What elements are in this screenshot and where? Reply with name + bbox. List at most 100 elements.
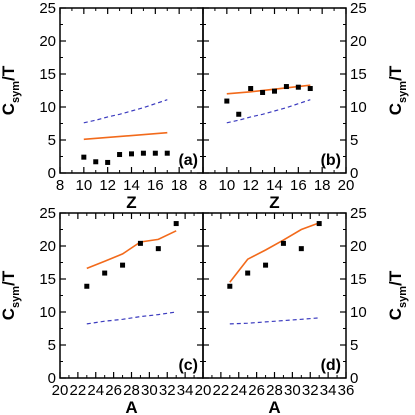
x-tick-label: 20 <box>338 177 355 194</box>
x-tick-label: 34 <box>177 382 194 399</box>
data-point <box>164 150 170 156</box>
y-tick-label: 0 <box>48 165 56 182</box>
data-point <box>298 246 304 252</box>
x-tick-label: 22 <box>213 382 230 399</box>
x-tick-label: 36 <box>338 382 355 399</box>
x-tick-label: 32 <box>159 382 176 399</box>
solid-line-series <box>229 222 320 283</box>
data-point <box>152 150 158 156</box>
x-tick-label: 14 <box>266 177 283 194</box>
data-point <box>84 283 90 289</box>
y-axis-title: Csym/T <box>386 270 409 320</box>
data-point <box>117 152 123 158</box>
x-tick-label: 26 <box>105 382 122 399</box>
y-tick-label: 5 <box>350 132 358 149</box>
x-tick-label: 28 <box>266 382 283 399</box>
dashed-line-series <box>83 99 168 124</box>
x-tick-label: 20 <box>195 382 212 399</box>
x-tick-label: 30 <box>284 382 301 399</box>
x-tick-label: 12 <box>242 177 259 194</box>
data-point <box>307 86 313 92</box>
solid-line-series <box>86 230 177 270</box>
x-tick-label: 8 <box>56 177 64 194</box>
data-point <box>140 150 146 156</box>
y-tick-label: 0 <box>350 370 358 387</box>
data-point <box>236 111 242 117</box>
x-tick-label: 24 <box>230 382 247 399</box>
data-point <box>224 98 230 104</box>
data-point <box>283 84 289 90</box>
y-tick-label: 25 <box>39 205 56 222</box>
data-point <box>295 84 301 90</box>
y-tick-label: 15 <box>350 271 367 288</box>
y-axis-title: Csym/T <box>0 65 22 115</box>
panel-label: (a) <box>178 152 198 169</box>
data-point <box>263 262 269 268</box>
x-tick-label: 12 <box>99 177 116 194</box>
plot-frame <box>202 212 347 379</box>
y-tick-label: 10 <box>350 99 367 116</box>
data-point <box>105 159 111 165</box>
x-tick-label: 18 <box>314 177 331 194</box>
y-tick-label: 15 <box>39 66 56 83</box>
x-tick-label: 34 <box>320 382 337 399</box>
y-tick-label: 15 <box>350 66 367 83</box>
dashed-line-series <box>229 317 320 325</box>
x-axis-title: Z <box>269 193 279 212</box>
data-point <box>272 88 277 94</box>
plot-frame <box>59 7 204 174</box>
data-point <box>248 86 254 92</box>
y-tick-label: 5 <box>48 132 56 149</box>
y-tick-label: 15 <box>39 271 56 288</box>
x-tick-label: 10 <box>218 177 235 194</box>
dashed-line-series <box>226 99 311 124</box>
x-tick-label: 16 <box>290 177 307 194</box>
data-point <box>120 262 126 268</box>
y-tick-label: 5 <box>350 337 358 354</box>
plot-frame <box>59 212 204 379</box>
x-tick-label: 20 <box>52 382 69 399</box>
x-axis-title: A <box>125 398 137 415</box>
x-tick-label: 18 <box>171 177 188 194</box>
data-point <box>129 151 134 157</box>
x-tick-label: 8 <box>199 177 207 194</box>
x-axis-title: A <box>268 398 280 415</box>
y-tick-label: 20 <box>350 33 367 50</box>
solid-line-series <box>83 131 168 141</box>
x-tick-label: 26 <box>248 382 265 399</box>
y-tick-label: 10 <box>39 99 56 116</box>
data-point <box>81 154 87 160</box>
y-tick-label: 10 <box>350 304 367 321</box>
x-tick-label: 28 <box>123 382 140 399</box>
y-tick-label: 10 <box>39 304 56 321</box>
dashed-line-series <box>86 311 177 325</box>
data-point <box>93 159 99 165</box>
y-tick-label: 20 <box>350 238 367 255</box>
data-point <box>173 221 179 227</box>
data-point <box>227 283 233 289</box>
panel-label: (c) <box>178 357 198 374</box>
y-tick-label: 0 <box>48 370 56 387</box>
y-tick-label: 0 <box>350 165 358 182</box>
x-tick-label: 24 <box>87 382 104 399</box>
data-point <box>245 270 251 276</box>
y-tick-label: 20 <box>39 33 56 50</box>
y-tick-label: 25 <box>350 205 367 222</box>
y-tick-label: 5 <box>48 337 56 354</box>
x-tick-label: 10 <box>75 177 92 194</box>
y-tick-label: 20 <box>39 238 56 255</box>
panel-label: (d) <box>321 357 341 374</box>
x-tick-label: 16 <box>147 177 164 194</box>
data-point <box>280 240 286 246</box>
data-point <box>102 270 108 276</box>
x-tick-label: 30 <box>141 382 158 399</box>
y-tick-label: 25 <box>39 0 56 17</box>
data-point <box>316 221 322 227</box>
y-axis-title: Csym/T <box>386 65 409 115</box>
x-axis-title: Z <box>126 193 136 212</box>
data-point <box>155 246 161 252</box>
